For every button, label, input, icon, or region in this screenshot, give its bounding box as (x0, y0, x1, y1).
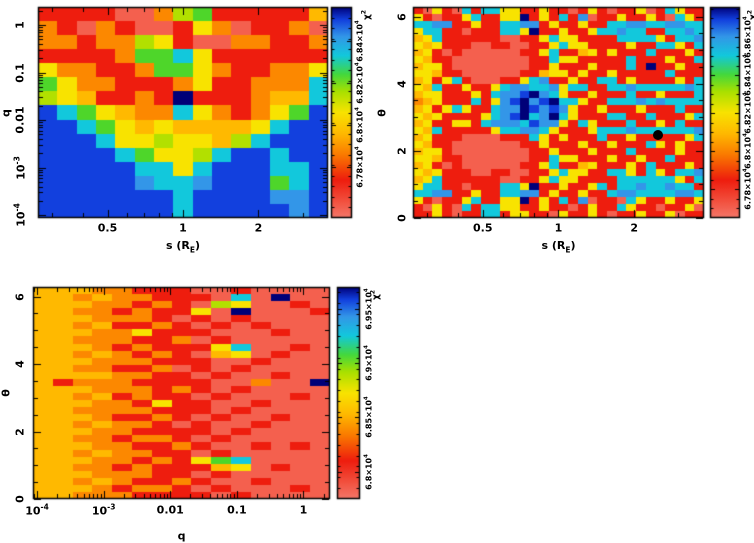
x-tick-label: 1 (179, 221, 187, 235)
x-tick-label: 1 (554, 221, 563, 235)
colorbar-tick-label: 6.8×104 (742, 133, 753, 170)
x-tick-label: 0.1 (227, 503, 247, 517)
x-tick-label: 2 (630, 221, 638, 235)
x-tick-label: 10-4 (25, 502, 49, 518)
colorbar-tick-label: 6.84×104 (742, 54, 753, 97)
y-axis-title: q (0, 108, 13, 117)
x-tick-label: 10-3 (91, 502, 116, 518)
colorbar-title: χ2 (746, 9, 754, 20)
panel-s-vs-q: 0.5 1 2 s (RE) 1 0.1 0.01 10-3 10-4 q 6.78×104 6.8×… (0, 0, 400, 262)
colorbar-tick-label: 6.85×104 (363, 396, 374, 439)
y-tick-label: 4 (395, 79, 409, 88)
colorbar-tick-label: 6.84×104 (354, 20, 365, 62)
y-axis-title: θ (375, 108, 389, 117)
x-tick-label: 0.5 (97, 221, 118, 235)
x-tick-label: 0.01 (156, 503, 184, 517)
x-tick-label: 1 (299, 503, 308, 517)
y-tick-label: 10-3 (12, 155, 28, 180)
colorbar-tick-label: 6.86×104 (742, 16, 753, 59)
x-tick-label: 0.5 (473, 221, 493, 235)
colorbar-tick-label: 6.78×104 (742, 168, 753, 211)
best-fit-marker (653, 130, 664, 141)
colorbar-tick-label: 6.8×104 (363, 453, 374, 490)
x-axis-title: s (RE) (541, 239, 576, 255)
colorbar-tick-label: 6.78×104 (354, 146, 365, 189)
y-tick-label: 4 (13, 360, 27, 368)
x-axis-title: s (RE) (165, 239, 201, 255)
heatmap-canvas-q-vs-theta (0, 255, 400, 543)
colorbar-tick-label: 6.8×104 (354, 107, 365, 144)
heatmap-canvas-s-vs-q (0, 0, 400, 262)
heatmap-canvas-s-vs-theta (374, 0, 754, 262)
panel-s-vs-theta: 0.5 1 2 s (RE) 0 2 4 6 θ 6.78×104 6.8×104 6.82×104 6… (374, 0, 754, 262)
y-tick-label: 10-4 (12, 203, 28, 227)
y-tick-label: 0.1 (13, 62, 27, 83)
y-tick-label: 0.01 (13, 106, 27, 134)
y-tick-label: 6 (395, 12, 409, 21)
colorbar-tick-label: 6.82×104 (354, 62, 365, 104)
colorbar-tick-label: 6.82×104 (742, 92, 753, 135)
y-tick-label: 6 (13, 292, 27, 301)
y-tick-label: 0 (13, 495, 27, 503)
colorbar-tick-label: 6.9×104 (363, 345, 374, 381)
x-axis-title: q (177, 529, 186, 543)
y-tick-label: 2 (395, 147, 409, 155)
colorbar-title: χ2 (360, 9, 373, 21)
colorbar-title: χ2 (369, 289, 382, 301)
y-tick-label: 2 (13, 427, 27, 436)
y-tick-label: 1 (13, 21, 27, 29)
panel-q-vs-theta: 10-4 10-3 0.01 0.1 1 q 0 2 4 6 θ 6.8×104 6.85×104 6.9… (0, 255, 400, 543)
y-axis-title: θ (0, 389, 13, 397)
x-tick-label: 2 (254, 221, 263, 235)
y-tick-label: 0 (395, 214, 409, 222)
